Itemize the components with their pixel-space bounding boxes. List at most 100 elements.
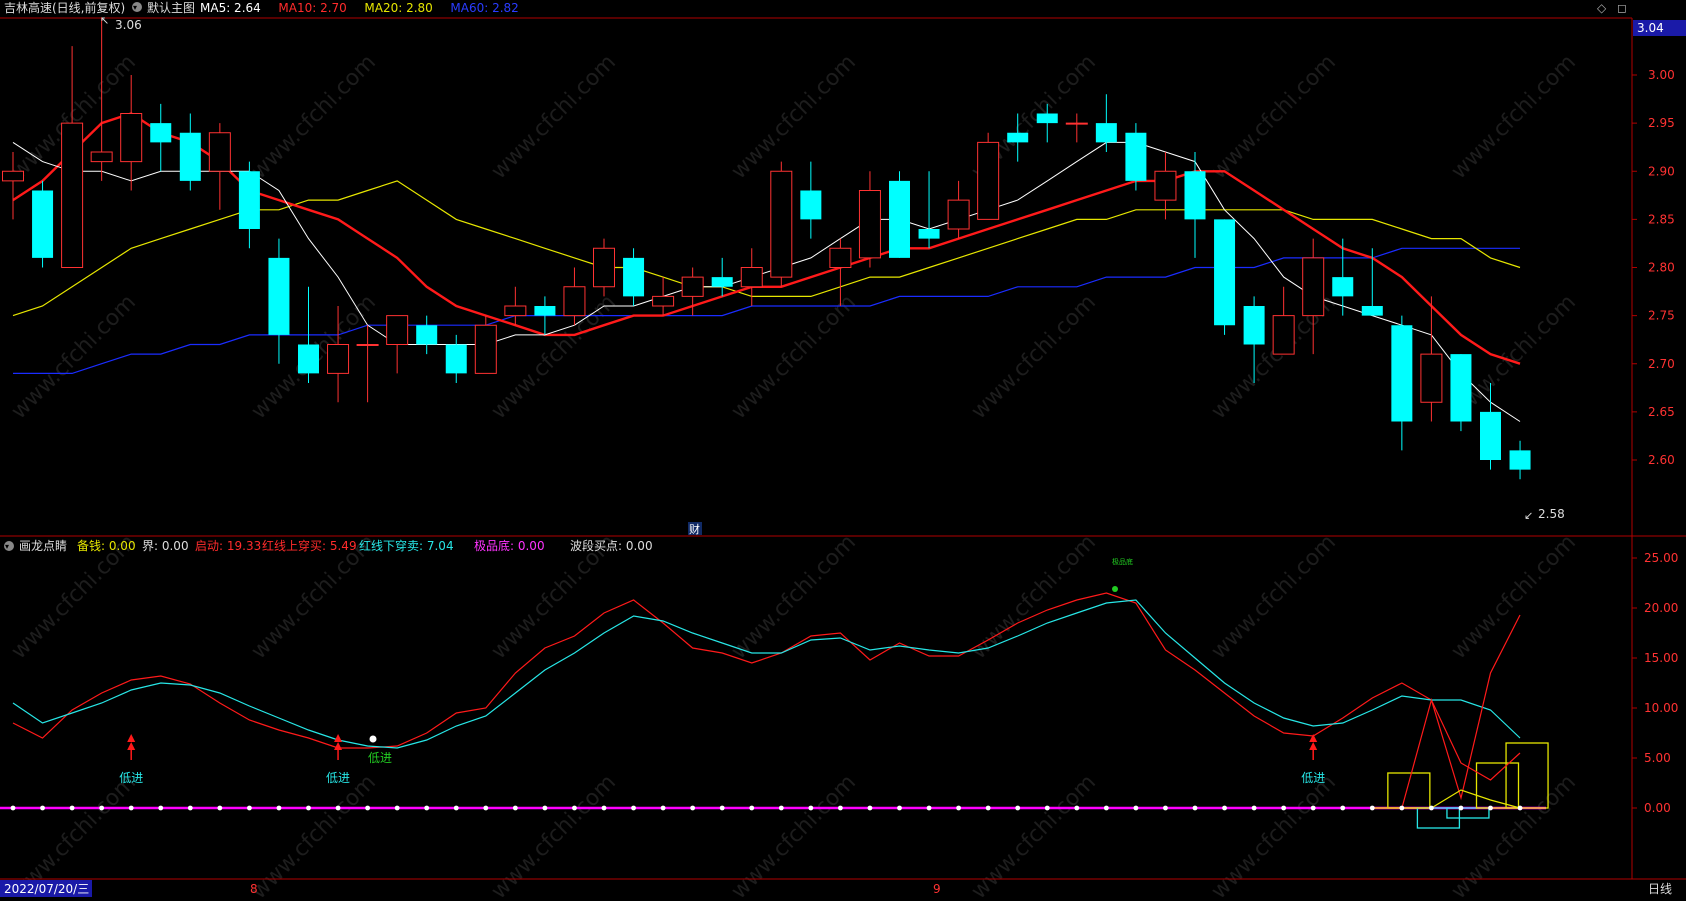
indicator-series-line [1372,789,1521,809]
main-chart-label[interactable]: 默认主图 [147,0,195,15]
zero-line-dot [158,805,164,811]
zero-line-dot [276,805,282,811]
candle-body [1214,219,1236,326]
price-tick-label: 2.65 [1648,405,1675,419]
watermark-text: www.cfchi.com [967,770,1101,897]
zero-line-dot [306,805,311,811]
period-label[interactable]: 日线 [1648,882,1672,896]
candle-body [1125,132,1147,181]
chart-menu-icon[interactable] [132,2,142,12]
price-tick-label: 2.70 [1648,357,1675,371]
watermark-text: www.cfchi.com [727,290,861,424]
zero-line-dot [1281,805,1287,811]
indicator-bar [1475,762,1520,809]
candle-body [1420,353,1443,403]
ma-legend: MA5: 2.64 MA10: 2.70 MA20: 2.80 MA60: 2.82 [200,1,519,15]
candle-body [1391,325,1413,422]
price-tick-label: 2.75 [1648,309,1675,323]
zero-line-dot [601,805,607,811]
watermark-text: www.cfchi.com [727,530,861,664]
date-label: 2022/07/20/三 [4,882,89,896]
price-tick-label: 2.95 [1648,116,1675,130]
indicator-name[interactable]: 画龙点睛 [19,539,67,553]
indicator-legend-item: 启动: 19.33 [195,539,261,553]
zero-line-dot [808,805,814,811]
window-toggle-icon[interactable]: ◻ [1617,1,1627,15]
zero-line-dot [1251,805,1257,811]
indicator-bar [1446,807,1490,819]
watermark-text: www.cfchi.com [1207,50,1341,184]
candle-body [32,190,54,258]
candle-body [238,171,260,229]
candle-body [504,305,527,317]
candle-body [474,324,497,374]
zero-line-dot [394,805,400,811]
candle-body [947,199,970,230]
zero-line-dot [1133,805,1139,811]
zero-line-dot [1222,805,1227,811]
stock-title: 吉林高速(日线,前复权) [4,0,125,15]
zero-line-dot [572,805,577,811]
candle-body [740,267,763,288]
zero-line-dot [690,805,696,811]
indicator-legend-item: 红线上穿买: 5.49 [262,538,357,553]
indicator-bar [1387,772,1431,809]
candle-body [1332,277,1354,297]
indicator-tick-label: 25.00 [1644,551,1678,565]
price-tick-label: 2.85 [1648,212,1675,226]
candle-body [416,325,438,345]
indicator-legend-item: 红线下穿卖: 7.04 [359,538,454,553]
zero-line-dot [512,805,518,811]
watermark-text: www.cfchi.com [727,50,861,184]
low-arrow-icon: ↙ [1524,509,1533,522]
zero-line-dot [1103,805,1109,811]
zero-line-dot [542,805,548,811]
zero-line-dot [335,805,341,811]
indicator-axis: 25.00 20.00 15.00 10.00 5.00 0.00 [1632,551,1678,815]
candle-body [179,132,201,181]
buy-arrow-icon [334,734,343,742]
watermark-text: www.cfchi.com [247,50,381,184]
indicator-legend: 备钱: 0.00 界: 0.00 启动: 19.33 红线上穿买: 5.49 红线下穿卖… [77,538,653,553]
price-tick-label: 2.90 [1648,164,1675,178]
candle-body [1302,257,1325,317]
indicator-series-line [12,592,1521,781]
candle-body [800,190,822,220]
zero-line-dot [483,805,489,811]
watermark-text: www.cfchi.com [1447,50,1581,184]
candle-body [1036,113,1058,124]
signal-label: 低进 [1301,771,1325,785]
candle-body [889,180,910,258]
zero-line-dot [1163,805,1168,811]
zero-line-dot [1458,805,1464,811]
ma-legend-item: MA5: 2.64 [200,1,261,15]
candle-body [208,132,231,172]
watermark-text: www.cfchi.com [727,770,861,897]
high-arrow-icon: ↖ [100,14,109,27]
candle-body [2,170,24,182]
candle-body [918,229,940,239]
fin-marker[interactable]: 财 [689,522,700,536]
candle-body [593,247,615,288]
price-tick-label: 2.60 [1648,453,1675,467]
ma5-line [12,141,1521,422]
candle-body [1272,315,1295,355]
candle-body [1095,123,1117,143]
candle-body [858,190,881,259]
high-price-label: 3.06 [115,18,142,32]
indicator-series-line [1372,614,1521,809]
indicator-series-line [12,599,1521,749]
diamond-icon[interactable]: ◇ [1597,1,1607,15]
candle-body [1065,122,1088,125]
candle-body [1007,132,1029,143]
candle-body [298,344,319,374]
candle-body [681,276,704,297]
ma-legend-item: MA60: 2.82 [450,1,518,15]
candle-body [563,286,586,317]
candle-body [90,151,113,163]
indicator-menu-icon[interactable] [4,541,14,551]
indicator-header: ▾ 画龙点睛 备钱: 0.00 界: 0.00 启动: 19.33 红线上穿买: 5.… [4,538,653,553]
indicator-tick-label: 0.00 [1644,801,1671,815]
indicator-legend-item: 波段买点: 0.00 [570,538,653,553]
